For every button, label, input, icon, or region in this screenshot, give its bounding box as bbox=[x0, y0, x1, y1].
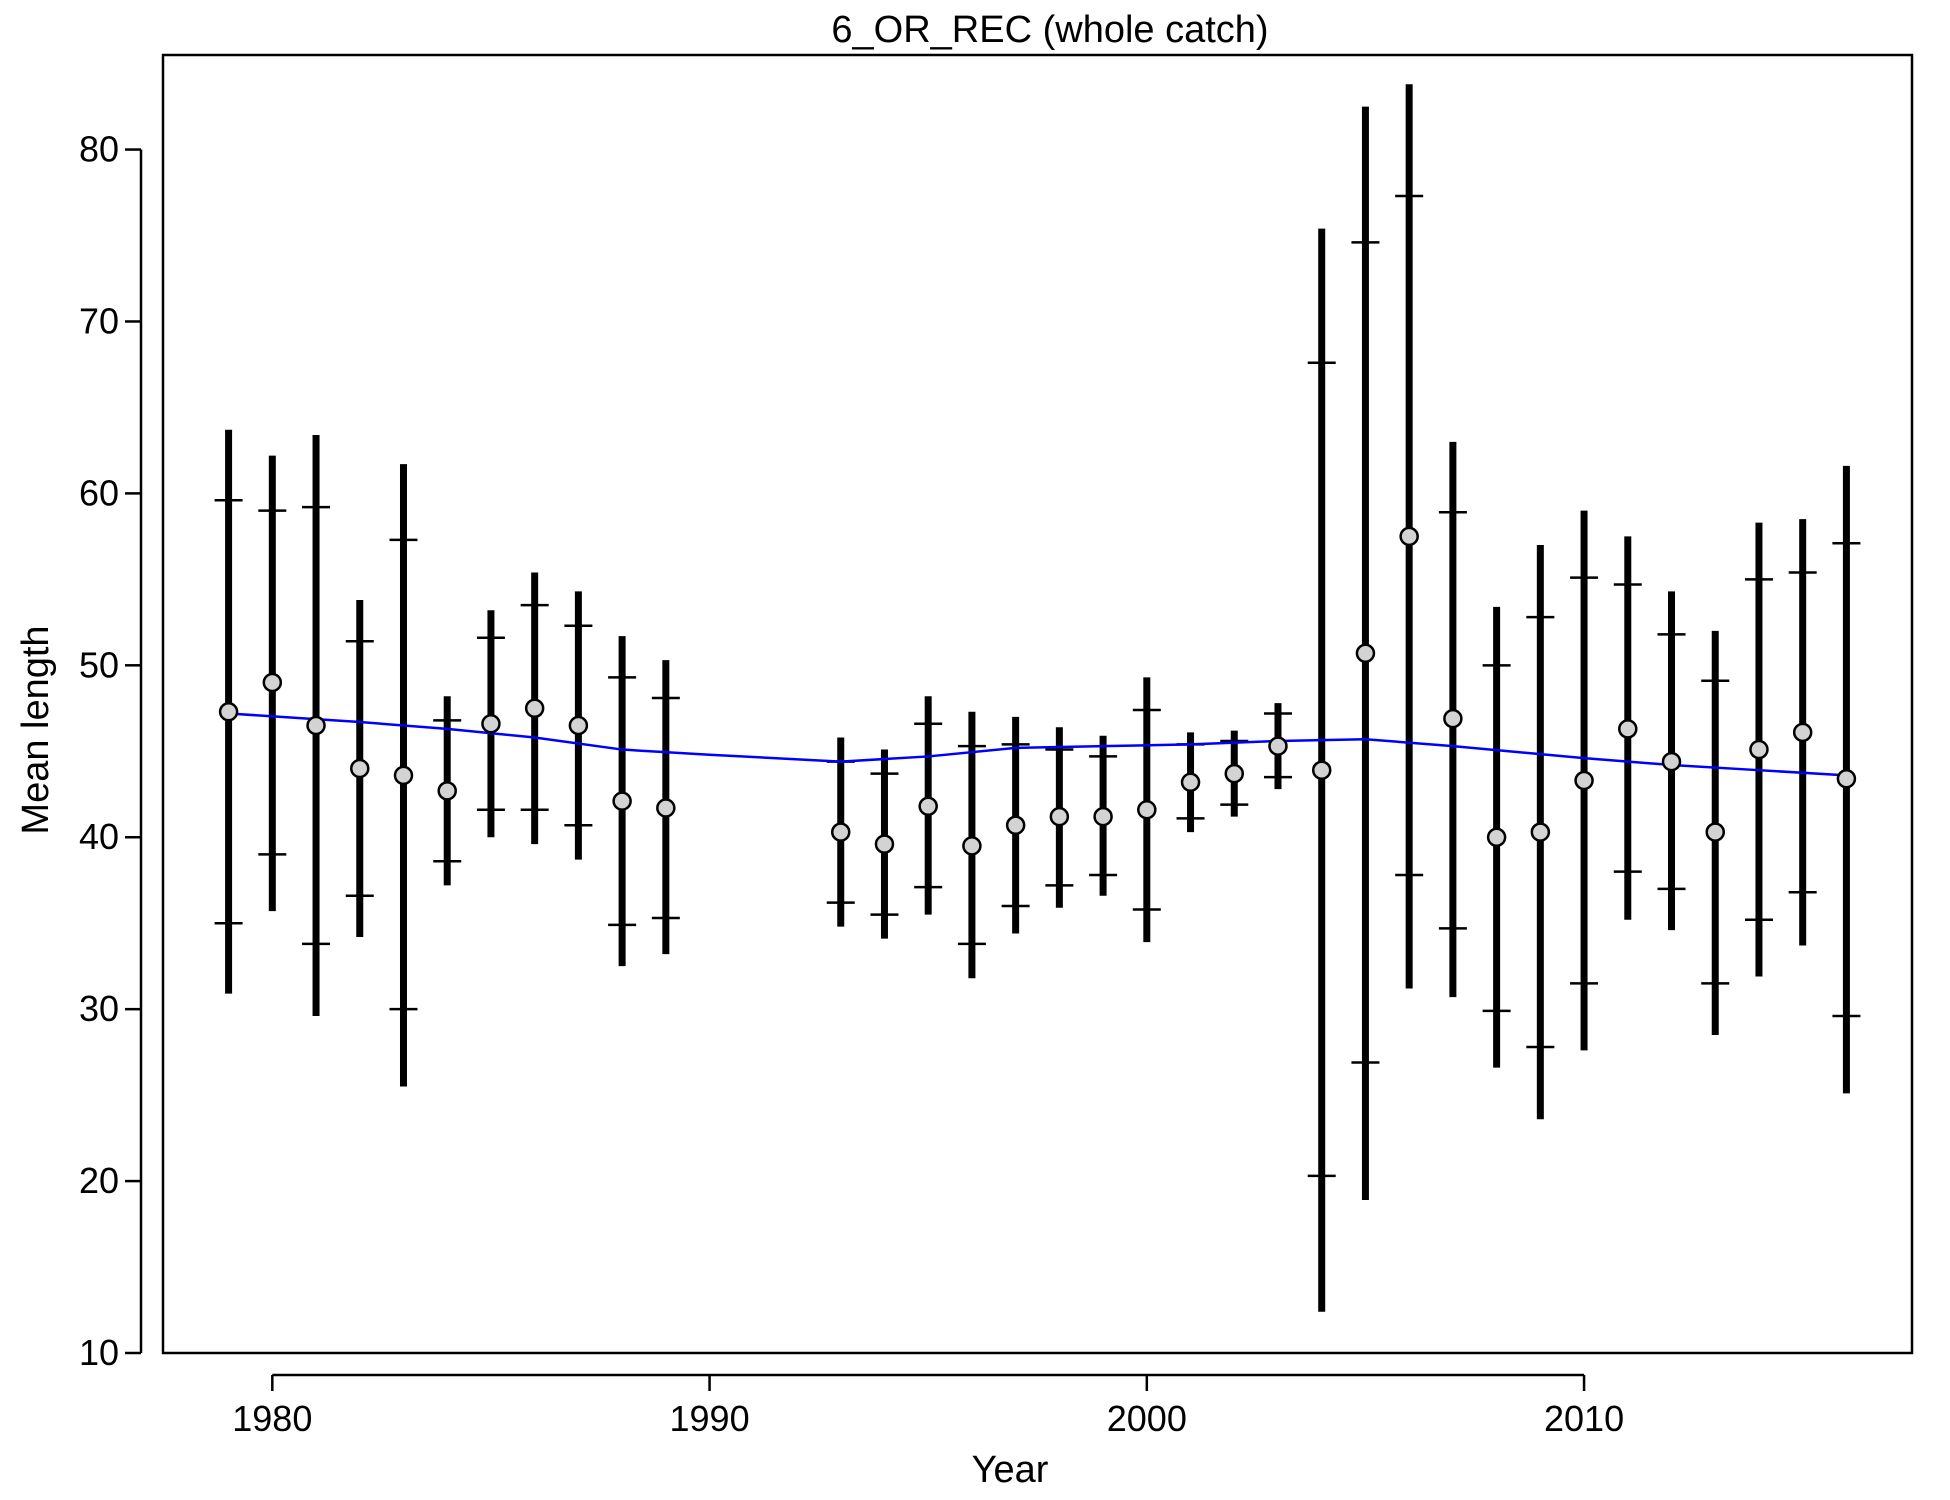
observed-point bbox=[612, 791, 632, 811]
x-axis-label: Year bbox=[972, 1449, 1049, 1491]
observed-point bbox=[1355, 643, 1376, 664]
observed-point bbox=[1792, 722, 1813, 743]
observed-point bbox=[962, 836, 982, 856]
observed-points bbox=[218, 526, 1857, 856]
observed-point bbox=[393, 765, 414, 786]
observed-point bbox=[1311, 760, 1332, 780]
y-axis-label: Mean length bbox=[15, 625, 57, 834]
chart-title: 6_OR_REC (whole catch) bbox=[831, 9, 1268, 51]
observed-point bbox=[830, 822, 851, 842]
observed-point bbox=[1530, 822, 1551, 842]
y-tick-label: 50 bbox=[79, 644, 119, 685]
observed-point bbox=[1574, 770, 1594, 791]
observed-point bbox=[262, 672, 283, 693]
plot-frame bbox=[161, 53, 1914, 1355]
y-tick-label: 10 bbox=[79, 1332, 119, 1373]
observed-point bbox=[1836, 769, 1857, 789]
x-axis: 1980 1990 2000 2010 bbox=[232, 1373, 1624, 1439]
observed-point bbox=[1705, 822, 1725, 842]
observed-point bbox=[1049, 806, 1070, 827]
observed-point bbox=[918, 796, 938, 817]
observed-point bbox=[1005, 815, 1026, 835]
interval-bars bbox=[214, 84, 1861, 1312]
observed-point bbox=[1137, 799, 1157, 820]
y-tick-label: 30 bbox=[79, 988, 119, 1029]
x-tick-label: 1990 bbox=[670, 1398, 750, 1439]
observed-point bbox=[656, 798, 676, 818]
observed-point bbox=[1661, 751, 1682, 772]
observed-point bbox=[1180, 772, 1201, 792]
observed-point bbox=[1399, 526, 1419, 547]
observed-point bbox=[1443, 708, 1463, 729]
observed-point bbox=[1749, 739, 1769, 760]
observed-point bbox=[1486, 827, 1507, 847]
observed-point bbox=[218, 701, 239, 722]
expected-line-group bbox=[228, 712, 1847, 777]
observed-point bbox=[874, 834, 895, 854]
observed-point bbox=[1093, 806, 1113, 827]
y-tick-label: 70 bbox=[79, 300, 119, 341]
observed-point bbox=[568, 715, 589, 736]
observed-point bbox=[1268, 736, 1288, 756]
y-tick-label: 60 bbox=[79, 472, 119, 513]
observed-point bbox=[524, 698, 545, 719]
y-tick-label: 40 bbox=[79, 816, 119, 857]
observed-point bbox=[1224, 763, 1245, 784]
y-axis: 10 20 30 40 50 60 70 80 bbox=[79, 129, 143, 1373]
observed-point bbox=[481, 714, 501, 734]
x-tick-label: 1980 bbox=[232, 1398, 312, 1439]
x-tick-label: 2010 bbox=[1544, 1398, 1624, 1439]
expected-line bbox=[228, 712, 1847, 777]
y-tick-label: 20 bbox=[79, 1160, 119, 1201]
y-tick-label: 80 bbox=[79, 129, 119, 170]
observed-point bbox=[437, 781, 457, 801]
observed-point bbox=[1618, 719, 1638, 739]
x-tick-label: 2000 bbox=[1107, 1398, 1187, 1439]
observed-point bbox=[306, 715, 326, 736]
observed-point bbox=[350, 758, 370, 779]
